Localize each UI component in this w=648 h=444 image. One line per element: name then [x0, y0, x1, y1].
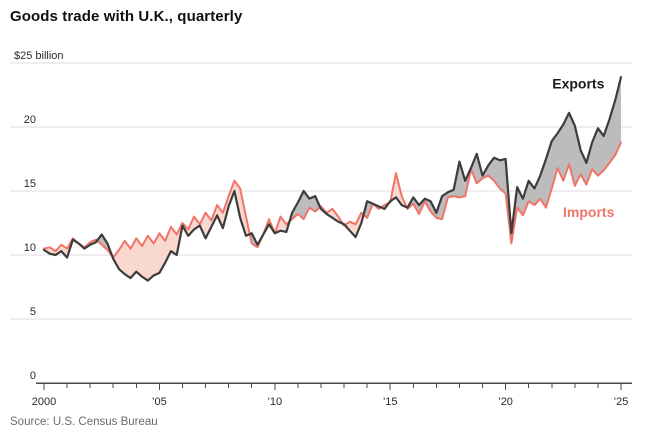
x-axis-label-2015: ’15	[383, 396, 398, 408]
y-axis-label-25: $25 billion	[14, 50, 64, 62]
imports-surplus-area	[44, 173, 407, 281]
x-axis-label-2010: ’10	[267, 396, 282, 408]
y-axis-label-15: 15	[24, 178, 36, 190]
exports-line	[42, 75, 623, 282]
y-axis-label-5: 5	[30, 306, 36, 318]
x-axis-label-2005: ’05	[152, 396, 167, 408]
x-axis-label-2000: 2000	[32, 396, 56, 408]
x-axis-label-2025: ’25	[614, 396, 629, 408]
x-axis-label-2020: ’20	[498, 396, 513, 408]
y-axis-label-10: 10	[24, 242, 36, 254]
imports-line	[43, 141, 622, 259]
y-axis-label-20: 20	[24, 114, 36, 126]
exports-series-label: Exports	[552, 75, 604, 91]
source-note: Source: U.S. Census Bureau	[10, 416, 158, 428]
chart-title: Goods trade with U.K., quarterly	[10, 8, 243, 25]
imports-series-label: Imports	[563, 204, 615, 220]
y-axis-label-0: 0	[30, 370, 36, 382]
